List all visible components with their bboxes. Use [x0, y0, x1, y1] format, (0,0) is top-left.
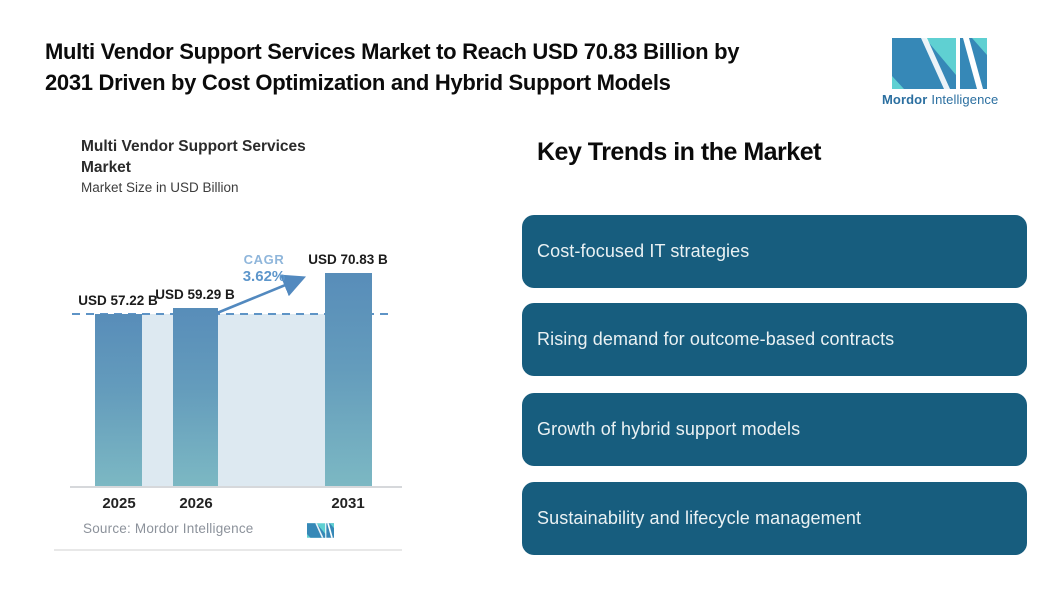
brand-wordmark: Mordor Intelligence	[882, 92, 1012, 107]
bar-value-label-2026: USD 59.29 B	[155, 286, 235, 302]
bar-2026	[173, 307, 218, 486]
chart-subtitle: Market Size in USD Billion	[81, 180, 239, 195]
chart-title-line1: Multi Vendor Support Services	[81, 138, 306, 155]
trend-card-outcome-based: Rising demand for outcome-based contract…	[522, 303, 1027, 376]
brand-word-mordor: Mordor	[882, 92, 928, 107]
cagr-annotation: CAGR 3.62%	[234, 252, 294, 286]
x-tick-2025: 2025	[102, 495, 136, 512]
trend-card-cost-focused: Cost-focused IT strategies	[522, 215, 1027, 288]
chart-title-line2: Market	[81, 159, 131, 176]
chart-source: Source: Mordor Intelligence	[83, 521, 254, 536]
brand-logo: Mordor Intelligence	[882, 38, 1012, 107]
cagr-label: CAGR	[243, 252, 285, 267]
trend-card-label: Rising demand for outcome-based contract…	[537, 329, 895, 349]
brand-word-intelligence: Intelligence	[931, 92, 999, 107]
mini-brand-logo-icon	[307, 523, 334, 538]
trend-card-hybrid-support: Growth of hybrid support models	[522, 393, 1027, 466]
cagr-value: 3.62%	[242, 268, 286, 286]
trend-card-sustainability: Sustainability and lifecycle management	[522, 482, 1027, 555]
mordor-intelligence-logo-icon	[892, 38, 987, 89]
trend-card-label: Cost-focused IT strategies	[537, 241, 750, 261]
bar-2025	[95, 313, 142, 486]
chart-title: Multi Vendor Support Services Market	[81, 136, 306, 178]
chart-bottom-divider	[54, 549, 402, 551]
bar-value-label-2025: USD 57.22 B	[78, 292, 158, 308]
baseline-dashed-line	[72, 312, 388, 315]
trend-card-label: Growth of hybrid support models	[537, 419, 801, 439]
growth-arrow-icon	[216, 274, 307, 315]
bar-value-label-2031: USD 70.83 B	[308, 252, 388, 267]
trend-card-label: Sustainability and lifecycle management	[537, 508, 862, 528]
x-tick-2031: 2031	[331, 495, 365, 512]
page-title-line1: Multi Vendor Support Services Market to …	[45, 39, 740, 64]
page-title: Multi Vendor Support Services Market to …	[45, 36, 739, 98]
trends-heading: Key Trends in the Market	[537, 138, 821, 166]
x-tick-2026: 2026	[179, 495, 213, 512]
page-title-line2: 2031 Driven by Cost Optimization and Hyb…	[45, 70, 671, 95]
x-axis-line	[70, 486, 402, 488]
bar-2031	[325, 273, 372, 486]
